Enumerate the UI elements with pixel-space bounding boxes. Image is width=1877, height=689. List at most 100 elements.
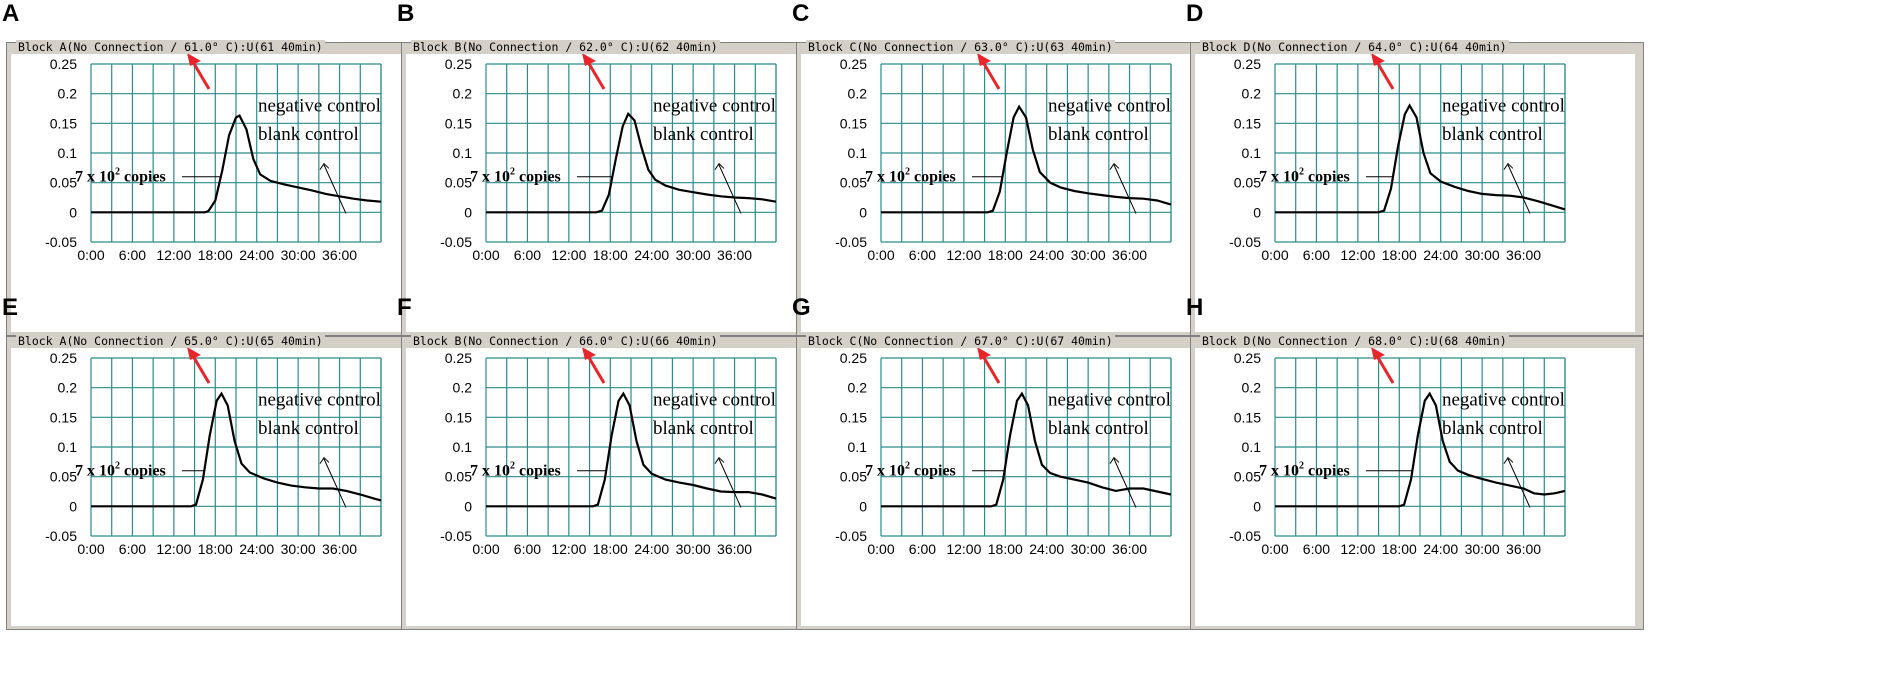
y-tick-label: 0.05 — [1234, 469, 1261, 485]
blank-control-arrow-head-icon — [319, 456, 330, 464]
y-tick-label: -0.05 — [45, 234, 77, 250]
negative-control-label: negative control — [1048, 95, 1171, 116]
series-label: 7 x 102 copies — [470, 461, 561, 480]
blank-control-leader — [1113, 458, 1137, 508]
series-line — [486, 111, 777, 214]
x-tick-label: 12:00 — [156, 541, 191, 557]
chart-title: Block B(No Connection / 66.0° C):U(66 40… — [411, 334, 720, 348]
x-tick-label: 18:00 — [1382, 247, 1417, 263]
y-tick-label: 0.15 — [50, 115, 77, 131]
series-label: 7 x 102 copies — [470, 167, 561, 186]
series-label: 7 x 102 copies — [75, 461, 166, 480]
series-label: 7 x 102 copies — [865, 167, 956, 186]
y-tick-label: 0.15 — [1234, 409, 1261, 425]
x-tick-label: 36:00 — [322, 247, 357, 263]
y-tick-label: 0.25 — [50, 350, 77, 366]
x-tick-label: 12:00 — [551, 247, 586, 263]
series-label: 7 x 102 copies — [1259, 167, 1350, 186]
negative-control-label: negative control — [258, 95, 381, 116]
y-tick-label: 0.1 — [1242, 145, 1262, 161]
y-tick-label: 0.1 — [58, 439, 78, 455]
red-arrow-head-icon — [582, 54, 596, 66]
chart-canvas: 0.25 0.2 0.15 0.1 0.05 0 -0.050:00 6:00 12:00 18:… — [1195, 54, 1635, 332]
y-tick-label: 0 — [1253, 498, 1261, 514]
y-tick-label: 0.2 — [1242, 86, 1262, 102]
series-line — [881, 104, 1172, 214]
y-tick-label: 0.05 — [50, 175, 77, 191]
y-tick-label: 0.2 — [848, 380, 868, 396]
x-tick-label: 0:00 — [77, 541, 104, 557]
x-tick-label: 36:00 — [717, 247, 752, 263]
x-tick-label: 30:00 — [281, 541, 316, 557]
y-tick-label: 0.25 — [1234, 350, 1261, 366]
negative-control-label: negative control — [1048, 389, 1171, 410]
x-tick-label: 18:00 — [198, 247, 233, 263]
x-tick-label: 18:00 — [988, 541, 1023, 557]
y-tick-label: -0.05 — [1229, 528, 1261, 544]
red-arrow-head-icon — [187, 348, 201, 360]
x-tick-label: 24:00 — [1423, 247, 1458, 263]
x-tick-label: 12:00 — [1340, 247, 1375, 263]
chart-panel-c: C Block C(No Connection / 63.0° C):U(63 4… — [790, 0, 1250, 338]
x-tick-label: 12:00 — [946, 247, 981, 263]
blank-control-label: blank control — [653, 124, 754, 145]
y-tick-label: 0.15 — [1234, 115, 1261, 131]
blank-control-label: blank control — [258, 418, 359, 439]
chart-canvas: 0.25 0.2 0.15 0.1 0.05 0 -0.050:00 6:00 12:00 18:… — [406, 54, 846, 332]
x-tick-label: 36:00 — [1112, 541, 1147, 557]
blank-control-arrow-head-icon — [1503, 456, 1514, 464]
chart-title: Block A(No Connection / 65.0° C):U(65 40… — [16, 334, 325, 348]
chart-title: Block C(No Connection / 63.0° C):U(63 40… — [806, 40, 1115, 54]
x-tick-label: 6:00 — [1303, 541, 1330, 557]
red-arrow-head-icon — [977, 348, 991, 360]
y-tick-label: 0.25 — [1234, 56, 1261, 72]
panel-letter: A — [2, 0, 20, 27]
chart-panel-d: D Block D(No Connection / 64.0° C):U(64 4… — [1184, 0, 1644, 338]
red-arrow-shaft — [586, 355, 606, 384]
blank-control-label: blank control — [1048, 124, 1149, 145]
y-tick-label: 0.2 — [453, 86, 473, 102]
y-tick-label: 0.15 — [445, 115, 472, 131]
x-tick-label: 24:00 — [239, 247, 274, 263]
x-tick-label: 30:00 — [676, 247, 711, 263]
y-tick-label: 0.05 — [445, 175, 472, 191]
chart-title: Block C(No Connection / 67.0° C):U(67 40… — [806, 334, 1115, 348]
y-tick-label: 0.1 — [1242, 439, 1262, 455]
y-tick-label: -0.05 — [835, 528, 867, 544]
y-tick-label: 0.2 — [58, 380, 78, 396]
red-arrow-head-icon — [1371, 348, 1385, 360]
y-tick-label: -0.05 — [835, 234, 867, 250]
x-tick-label: 24:00 — [1423, 541, 1458, 557]
y-tick-label: 0.1 — [848, 145, 868, 161]
plot-background — [1195, 54, 1635, 332]
x-tick-label: 18:00 — [593, 541, 628, 557]
red-arrow-head-icon — [187, 54, 201, 66]
y-tick-label: 0.25 — [445, 350, 472, 366]
x-tick-label: 6:00 — [514, 247, 541, 263]
x-tick-label: 24:00 — [1029, 247, 1064, 263]
negative-control-label: negative control — [1442, 389, 1565, 410]
blank-control-leader — [718, 458, 742, 508]
blank-control-arrow-head-icon — [714, 456, 725, 464]
chart-title: Block D(No Connection / 64.0° C):U(64 40… — [1200, 40, 1509, 54]
y-tick-label: 0 — [464, 498, 472, 514]
blank-control-label: blank control — [1442, 124, 1543, 145]
x-tick-label: 36:00 — [717, 541, 752, 557]
x-tick-label: 0:00 — [1261, 541, 1288, 557]
y-tick-label: -0.05 — [45, 528, 77, 544]
x-tick-label: 6:00 — [119, 541, 146, 557]
red-arrow-shaft — [1375, 355, 1395, 384]
x-tick-label: 18:00 — [593, 247, 628, 263]
x-tick-label: 18:00 — [1382, 541, 1417, 557]
series-label: 7 x 102 copies — [75, 167, 166, 186]
blank-control-label: blank control — [258, 124, 359, 145]
x-tick-label: 30:00 — [1465, 247, 1500, 263]
series-line — [91, 391, 382, 508]
y-tick-label: 0 — [464, 204, 472, 220]
y-tick-label: -0.05 — [440, 528, 472, 544]
red-arrow-shaft — [981, 61, 1001, 90]
x-tick-label: 6:00 — [1303, 247, 1330, 263]
series-line — [486, 391, 777, 508]
y-tick-label: 0.25 — [840, 350, 867, 366]
x-tick-label: 6:00 — [909, 247, 936, 263]
